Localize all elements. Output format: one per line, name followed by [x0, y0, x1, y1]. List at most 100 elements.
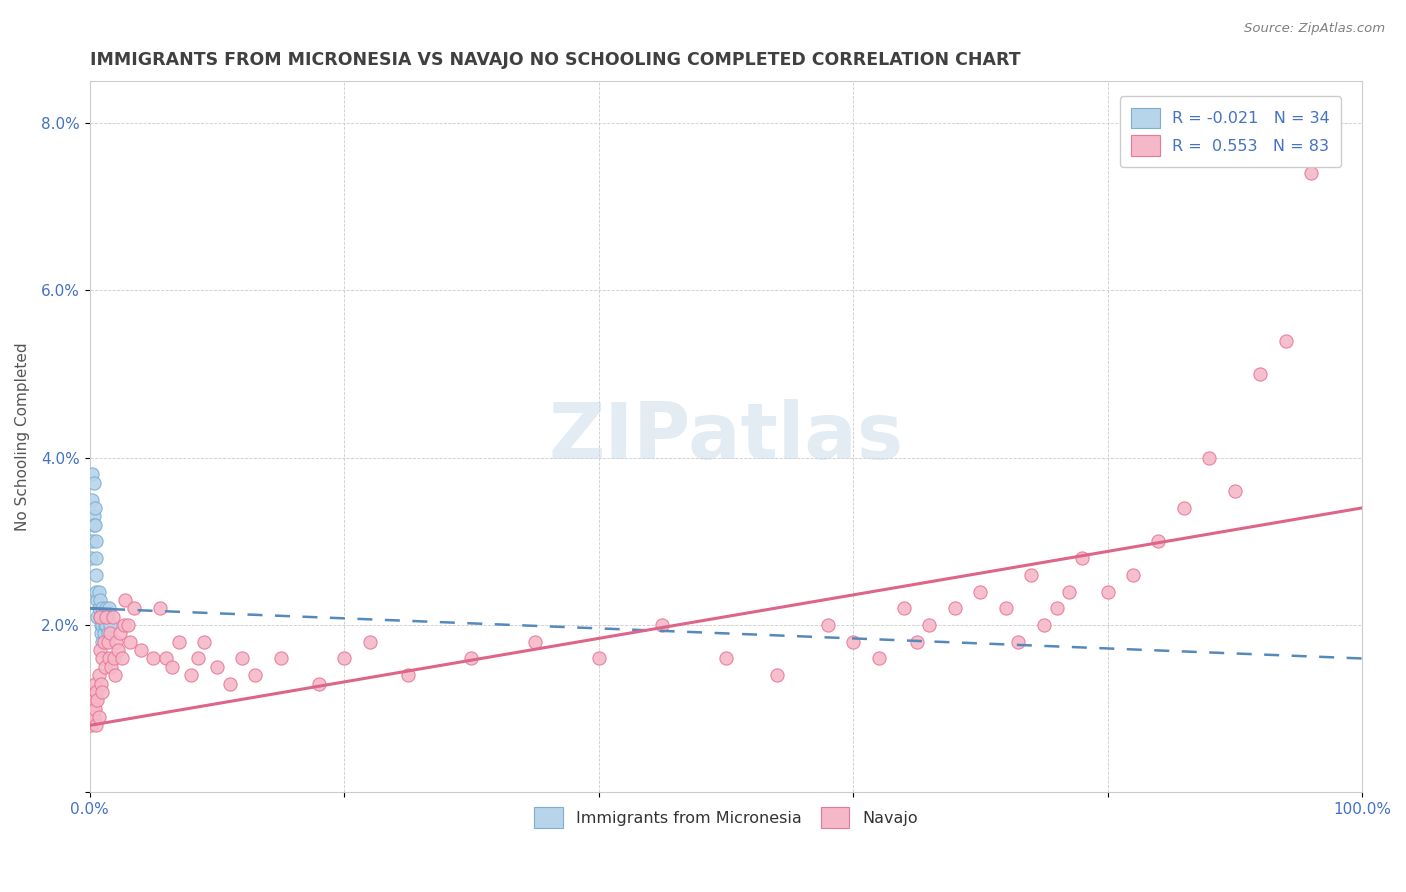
Text: Source: ZipAtlas.com: Source: ZipAtlas.com [1244, 22, 1385, 36]
Point [187, 651, 209, 665]
Point [1046, 601, 1069, 615]
Point [82, 685, 104, 699]
Point [87, 710, 110, 724]
Point [142, 651, 165, 665]
Point [1122, 567, 1144, 582]
Point [91, 601, 114, 615]
Point [84, 567, 107, 582]
Point [1032, 618, 1054, 632]
Point [105, 634, 128, 648]
Point [83, 517, 105, 532]
Point [98, 626, 121, 640]
Point [94, 609, 117, 624]
Point [868, 651, 890, 665]
Point [1249, 367, 1271, 381]
Point [104, 668, 127, 682]
Point [80, 551, 103, 566]
Point [205, 660, 228, 674]
Point [83, 676, 105, 690]
Point [162, 660, 184, 674]
Point [96, 618, 118, 632]
Point [114, 593, 136, 607]
Point [96, 609, 118, 624]
Point [98, 618, 121, 632]
Point [86, 593, 108, 607]
Point [110, 651, 132, 665]
Point [90, 626, 112, 640]
Point [120, 634, 142, 648]
Point [651, 618, 673, 632]
Point [110, 626, 132, 640]
Legend: Immigrants from Micronesia, Navajo: Immigrants from Micronesia, Navajo [527, 801, 924, 834]
Point [82, 492, 104, 507]
Point [905, 634, 928, 648]
Point [1301, 166, 1323, 180]
Point [994, 601, 1017, 615]
Point [90, 676, 112, 690]
Point [893, 601, 915, 615]
Point [96, 634, 118, 648]
Point [91, 651, 114, 665]
Point [80, 718, 103, 732]
Point [359, 634, 381, 648]
Point [231, 651, 253, 665]
Point [842, 634, 865, 648]
Point [1059, 584, 1081, 599]
Point [524, 634, 547, 648]
Point [83, 710, 105, 724]
Point [129, 643, 152, 657]
Point [333, 651, 356, 665]
Point [91, 634, 114, 648]
Point [84, 718, 107, 732]
Point [89, 593, 111, 607]
Point [817, 618, 839, 632]
Point [180, 668, 202, 682]
Point [1097, 584, 1119, 599]
Point [1147, 534, 1170, 549]
Point [97, 651, 120, 665]
Point [93, 609, 115, 624]
Point [107, 643, 129, 657]
Point [83, 517, 105, 532]
Point [1007, 634, 1029, 648]
Point [396, 668, 419, 682]
Point [1198, 450, 1220, 465]
Point [84, 551, 107, 566]
Point [117, 618, 139, 632]
Point [84, 584, 107, 599]
Point [94, 618, 117, 632]
Point [270, 651, 292, 665]
Point [91, 685, 114, 699]
Point [86, 693, 108, 707]
Point [84, 534, 107, 549]
Point [83, 693, 105, 707]
Point [89, 609, 111, 624]
Point [100, 660, 122, 674]
Point [83, 475, 105, 490]
Point [1173, 500, 1195, 515]
Y-axis label: No Schooling Completed: No Schooling Completed [15, 343, 30, 531]
Point [943, 601, 966, 615]
Point [101, 609, 124, 624]
Point [96, 626, 118, 640]
Point [218, 676, 240, 690]
Point [243, 668, 266, 682]
Point [82, 701, 104, 715]
Point [1223, 484, 1246, 499]
Point [87, 601, 110, 615]
Point [167, 634, 190, 648]
Point [765, 668, 787, 682]
Point [155, 651, 177, 665]
Text: IMMIGRANTS FROM MICRONESIA VS NAVAJO NO SCHOOLING COMPLETED CORRELATION CHART: IMMIGRANTS FROM MICRONESIA VS NAVAJO NO … [90, 51, 1021, 69]
Point [89, 643, 111, 657]
Point [122, 601, 145, 615]
Point [82, 467, 104, 482]
Point [90, 618, 112, 632]
Point [918, 618, 941, 632]
Point [96, 601, 118, 615]
Point [714, 651, 737, 665]
Point [94, 660, 117, 674]
Point [91, 618, 114, 632]
Point [588, 651, 610, 665]
Point [83, 500, 105, 515]
